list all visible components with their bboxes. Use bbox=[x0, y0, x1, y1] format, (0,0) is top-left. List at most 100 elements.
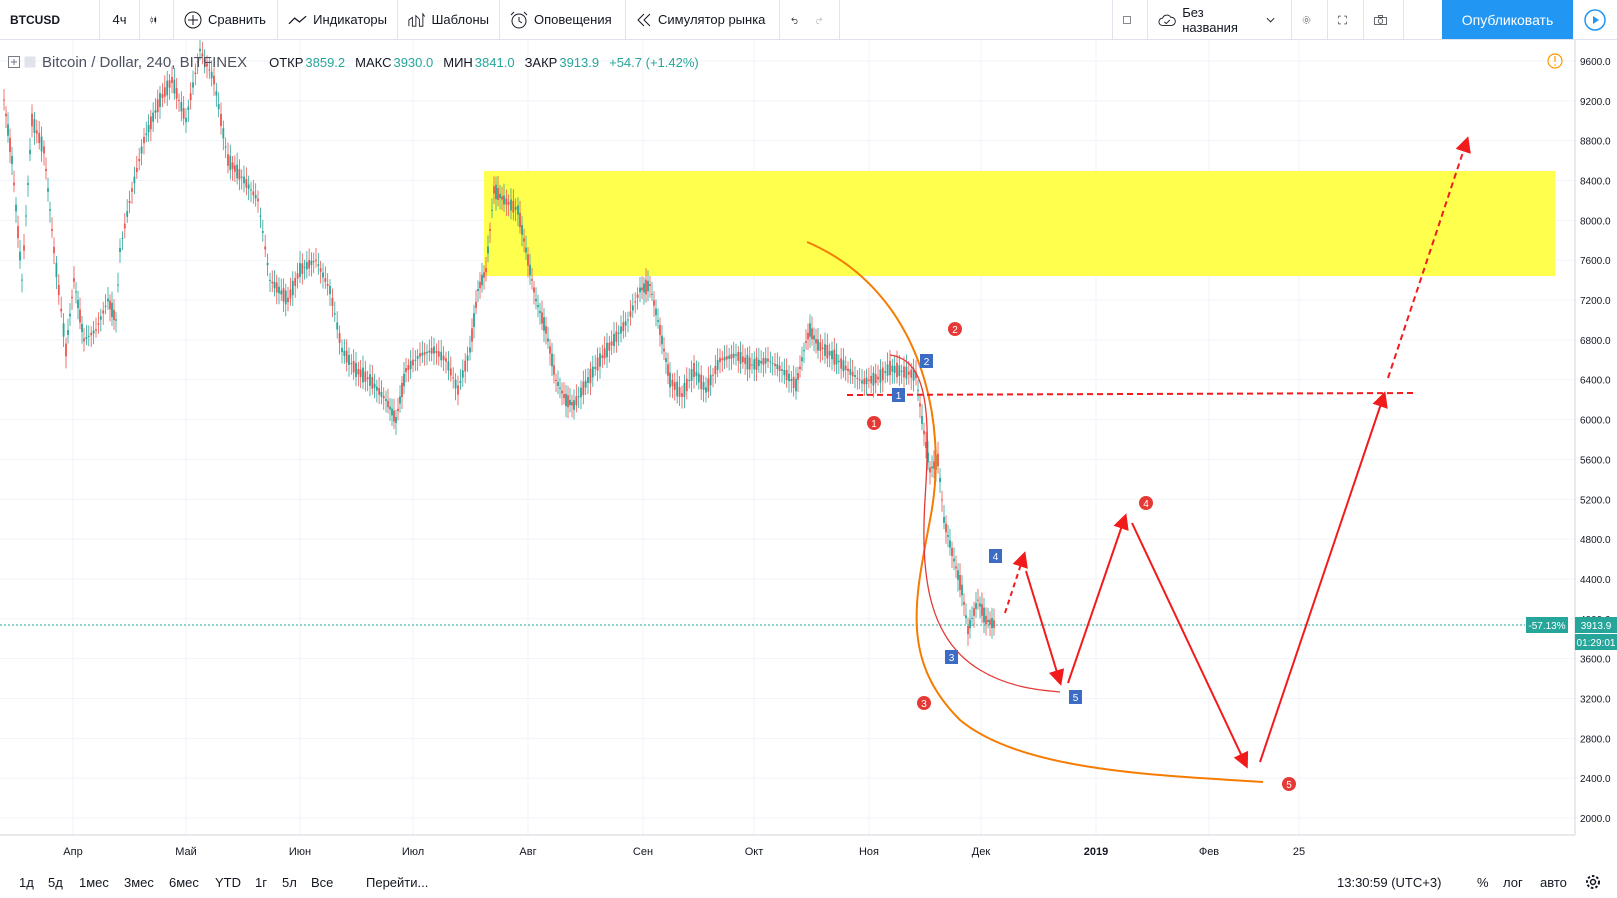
range-1m[interactable]: 1мес bbox=[79, 875, 109, 890]
layout-menu[interactable]: Без названия bbox=[1148, 0, 1292, 39]
candle-body bbox=[549, 346, 551, 354]
percent-toggle[interactable]: % bbox=[1477, 875, 1489, 890]
candle-body bbox=[90, 332, 93, 336]
candle-body bbox=[452, 377, 455, 379]
log-toggle[interactable]: лог bbox=[1503, 875, 1523, 890]
chart-style-button[interactable] bbox=[140, 0, 174, 39]
fullscreen-square-button[interactable] bbox=[1112, 0, 1148, 39]
price-tick-label: 5600.0 bbox=[1580, 455, 1611, 466]
legend-symbol[interactable]: Bitcoin / Dollar, 240, BITFINEX bbox=[42, 53, 248, 71]
svg-text:3: 3 bbox=[949, 653, 955, 664]
candle-body bbox=[35, 130, 38, 134]
candle-body bbox=[33, 119, 36, 133]
candle-body bbox=[479, 281, 481, 289]
candle-body bbox=[399, 396, 401, 404]
candle-body bbox=[213, 75, 215, 85]
candle-body bbox=[551, 353, 553, 367]
redo-icon[interactable] bbox=[814, 13, 824, 27]
candle-body bbox=[769, 361, 772, 363]
candle-body bbox=[785, 370, 788, 380]
play-button[interactable] bbox=[1573, 0, 1617, 39]
candle-body bbox=[393, 410, 395, 422]
candle-body bbox=[85, 336, 88, 340]
price-tick-label: 8000.0 bbox=[1580, 216, 1611, 227]
candle-body bbox=[156, 99, 159, 113]
auto-toggle[interactable]: авто bbox=[1540, 875, 1567, 890]
candle-body bbox=[401, 382, 403, 398]
candle-body bbox=[67, 329, 69, 336]
candle-body bbox=[303, 266, 306, 268]
price-tick-label: 4800.0 bbox=[1580, 535, 1611, 546]
candle-body bbox=[43, 146, 45, 154]
candle-body bbox=[977, 599, 979, 601]
price-chart[interactable]: 1 2 3 4 5 1 2 3 4 5 9600.0 9200.0 8800.0 84… bbox=[0, 40, 1617, 870]
candle-body bbox=[828, 351, 831, 356]
alerts-button[interactable]: Оповещения bbox=[500, 0, 626, 39]
range-ytd[interactable]: YTD bbox=[215, 875, 241, 890]
fullscreen-button[interactable] bbox=[1328, 0, 1364, 39]
candle-body bbox=[730, 354, 733, 359]
goto-button[interactable]: Перейти... bbox=[366, 875, 429, 890]
legend-open-label: ОТКР bbox=[269, 54, 304, 70]
candle-body bbox=[900, 370, 903, 372]
candle-body bbox=[501, 196, 503, 200]
arrow-segment bbox=[1004, 551, 1028, 614]
range-1d[interactable]: 1д bbox=[19, 875, 34, 890]
expand-plus-icon[interactable] bbox=[8, 56, 20, 68]
candle-body bbox=[159, 93, 161, 107]
candle-body bbox=[163, 87, 166, 97]
candle-body bbox=[29, 149, 31, 155]
range-all[interactable]: Все bbox=[311, 875, 334, 890]
legend-high: 3930.0 bbox=[393, 54, 434, 70]
candle-body bbox=[690, 369, 693, 381]
range-5y[interactable]: 5л bbox=[282, 875, 297, 890]
snapshot-button[interactable] bbox=[1364, 0, 1404, 39]
indicators-button[interactable]: Индикаторы bbox=[278, 0, 398, 39]
expand-icon bbox=[1338, 15, 1347, 24]
candle-body bbox=[257, 198, 259, 202]
wave-label-blue-3: 3 bbox=[945, 650, 958, 664]
wave-label-red-3: 3 bbox=[917, 696, 931, 710]
candle-body bbox=[861, 380, 863, 384]
undo-icon[interactable] bbox=[790, 13, 800, 27]
candle-body bbox=[421, 352, 424, 356]
candle-body bbox=[884, 371, 887, 373]
interval-button[interactable]: 4ч bbox=[100, 0, 140, 39]
candle-body bbox=[969, 619, 971, 629]
candle-body bbox=[582, 381, 585, 396]
publish-button[interactable]: Опубликовать bbox=[1442, 0, 1573, 39]
candle-body bbox=[557, 382, 559, 386]
range-6m[interactable]: 6мес bbox=[169, 875, 199, 890]
candle-body bbox=[683, 383, 686, 397]
replay-button[interactable]: Симулятор рынка bbox=[626, 0, 780, 39]
symbol-search[interactable]: BTCUSD bbox=[0, 0, 100, 39]
settings-button[interactable] bbox=[1292, 0, 1328, 39]
candle-body bbox=[535, 298, 537, 302]
candle-body bbox=[577, 396, 580, 398]
candle-body bbox=[395, 416, 397, 424]
candle-body bbox=[168, 80, 171, 88]
candle-body bbox=[943, 517, 945, 523]
compare-button[interactable]: Сравнить bbox=[174, 0, 278, 39]
candle-body bbox=[5, 113, 7, 117]
candle-body bbox=[206, 63, 208, 67]
candle-body bbox=[923, 430, 925, 435]
candle-body bbox=[47, 188, 49, 192]
range-3m[interactable]: 3мес bbox=[124, 875, 154, 890]
time-tick-label: Дек bbox=[972, 846, 991, 858]
clock[interactable]: 13:30:59 (UTC+3) bbox=[1337, 875, 1442, 890]
range-5d[interactable]: 5д bbox=[48, 875, 63, 890]
candle-body bbox=[975, 603, 977, 609]
candle-body bbox=[905, 366, 908, 379]
candlestick-series bbox=[3, 40, 995, 646]
templates-button[interactable]: Шаблоны bbox=[398, 0, 500, 39]
wave-label-blue-1: 1 bbox=[892, 388, 905, 402]
candle-body bbox=[649, 284, 651, 286]
candle-body bbox=[291, 280, 294, 296]
candle-body bbox=[461, 370, 464, 378]
gear-icon[interactable] bbox=[1585, 874, 1601, 890]
range-1y[interactable]: 1г bbox=[255, 875, 267, 890]
time-tick-label: Июл bbox=[402, 846, 424, 858]
candle-body bbox=[981, 604, 983, 616]
candle-body bbox=[102, 310, 105, 314]
